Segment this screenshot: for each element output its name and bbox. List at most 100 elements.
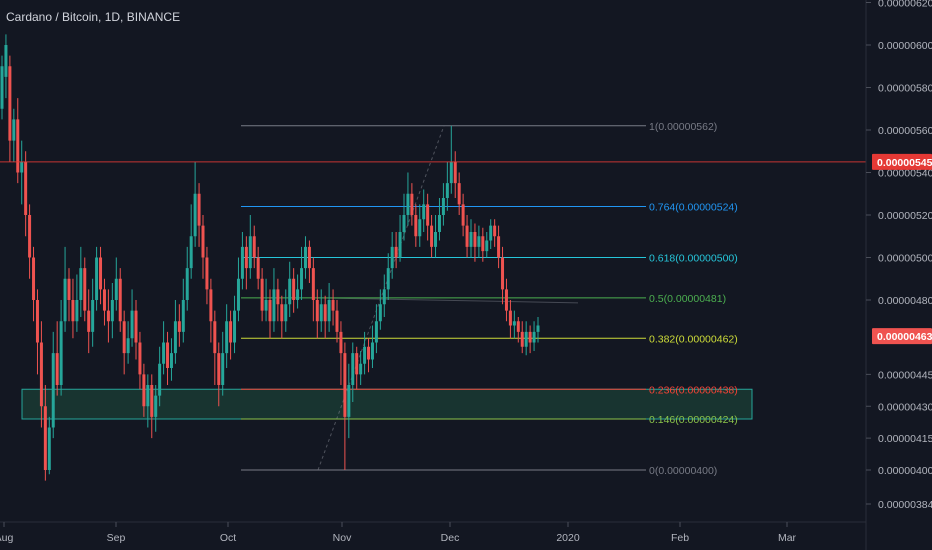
candle-body [106,310,110,322]
fib-level-label: 0.5(0.00000481) [649,293,726,305]
candle-body [524,331,528,347]
price-labels: 0.00000545 0.00000463 [872,153,932,345]
candle-body [272,289,276,322]
candle-body [169,353,173,368]
candle-body [95,257,99,300]
candle-body [197,193,201,226]
candle-body [465,225,469,247]
candle-body [280,304,284,322]
price-tick-label: 0.00000400 [878,465,932,477]
fib-level-label: 0.764(0.00000524) [649,202,738,214]
candle-body [229,321,233,343]
candle-body [370,342,374,360]
candle-body [12,119,16,141]
candle-body [43,406,47,470]
candle-body [469,232,473,247]
candle-body [481,236,485,252]
support-zone-rect [21,388,753,420]
fibonacci-retracement[interactable]: 1(0.00000562) 0.764(0.00000524) 0.618(0.00… [241,121,738,477]
candle-body [134,310,138,343]
candle-body [288,278,292,305]
candle-body [146,385,150,407]
candle-body [430,225,434,247]
candle-body [315,300,319,322]
candle-body [489,225,493,241]
candle-body [296,289,300,300]
fib-level-label: 0.146(0.00000424) [649,414,738,426]
fib-level-label: 0(0.00000400) [649,465,717,477]
candle-body [406,193,410,215]
candle-body [516,321,520,332]
time-tick-label: Aug [0,532,13,544]
candle-body [236,278,240,311]
candle-body [102,289,106,311]
candle-body [441,198,445,215]
candle-body [28,215,32,258]
price-tick-label: 0.00000480 [878,295,932,307]
price-tick-label: 0.00000580 [878,83,932,95]
candle-body [24,161,28,215]
price-tick-label: 0.00000445 [878,369,932,381]
candle-body [264,300,268,311]
time-axis[interactable]: Aug Sep Oct Nov Dec 2020 Feb Mar [0,522,797,544]
candle-body [118,278,122,322]
candle-body [142,374,146,407]
candle-body [154,395,158,417]
candle-body [189,236,193,269]
candle-body [276,289,280,305]
candle-body [512,321,516,326]
candle-body [426,204,430,226]
candle-body [323,304,327,322]
candle-body [256,257,260,279]
candle-body [335,310,339,332]
candlestick-series [0,34,540,481]
price-label-text: 0.00000545 [877,157,932,169]
candle-body [508,310,512,326]
candle-body [181,300,185,332]
candle-body [240,246,244,279]
candle-body [244,246,248,269]
candle-body [367,346,371,360]
candle-body [67,278,71,300]
candle-body [158,363,162,396]
candle-body [20,161,24,173]
candle-body [91,300,95,332]
candle-body [122,321,126,354]
candle-body [32,257,36,300]
candle-body [75,300,79,322]
candle-body [83,268,87,311]
candle-body [87,310,91,332]
candle-body [394,246,398,258]
candle-body [79,268,83,300]
candle-body [185,268,189,300]
candle-body [130,310,134,339]
candle-body [339,331,343,354]
time-tick-label: Mar [778,532,797,544]
candle-body [4,45,8,77]
price-tick-label: 0.00000520 [878,210,932,222]
candle-body [71,300,75,322]
candle-body [457,183,461,205]
candle-body [51,353,55,428]
price-tick-label: 0.00000600 [878,40,932,52]
price-tick-label: 0.00000500 [878,253,932,265]
candle-body [461,204,465,226]
candle-body [351,353,355,385]
time-tick-label: Sep [107,532,126,544]
candle-body [59,321,63,385]
candle-body [16,119,20,173]
price-tick-label: 0.00000540 [878,168,932,180]
candle-body [402,215,406,232]
candle-body [390,246,394,269]
candle-body [110,300,114,322]
price-label-text: 0.00000463 [877,331,932,343]
candle-body [528,331,532,343]
candle-body [248,236,252,269]
candle-body [233,310,237,343]
price-axis[interactable]: 0.00000620 0.00000600 0.00000580 0.00000560… [866,0,932,511]
candle-body [284,304,288,322]
candle-body [201,225,205,258]
candle-body [378,304,382,322]
candle-body [414,215,418,237]
